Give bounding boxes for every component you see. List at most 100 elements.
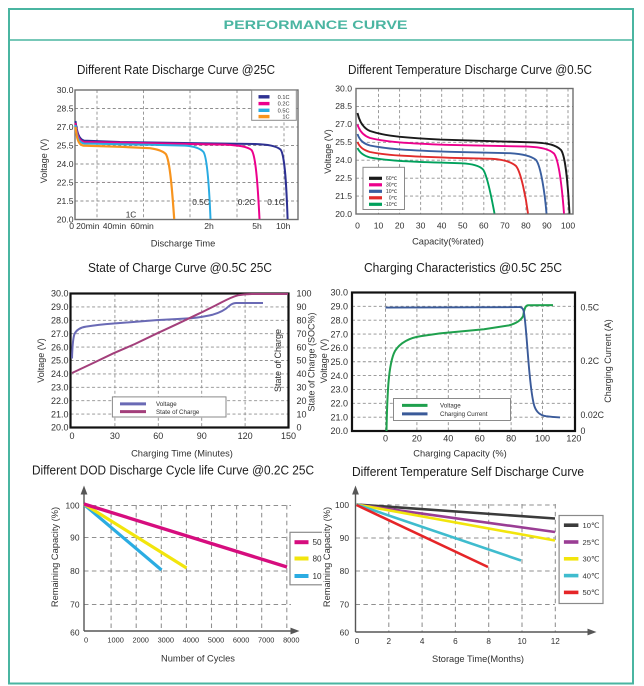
svg-text:28.0: 28.0	[51, 316, 69, 326]
svg-text:23.0: 23.0	[51, 383, 69, 393]
svg-text:0: 0	[69, 431, 74, 441]
svg-text:50: 50	[458, 221, 468, 231]
svg-text:Different Temperature Self Dis: Different Temperature Self Discharge Cur…	[352, 464, 584, 479]
svg-text:25.5: 25.5	[335, 137, 352, 147]
svg-text:State of Charge: State of Charge	[156, 409, 200, 416]
svg-text:25.0: 25.0	[51, 356, 69, 366]
svg-text:20: 20	[297, 396, 307, 406]
svg-text:80: 80	[313, 555, 323, 564]
svg-text:20.0: 20.0	[330, 426, 348, 436]
svg-text:Remaining Capacity (%): Remaining Capacity (%)	[322, 507, 332, 607]
svg-text:100: 100	[313, 572, 327, 581]
svg-text:2: 2	[387, 637, 392, 646]
svg-text:10: 10	[374, 221, 384, 231]
svg-text:5000: 5000	[208, 636, 224, 645]
svg-text:27.0: 27.0	[330, 329, 348, 339]
svg-text:30: 30	[416, 221, 426, 231]
svg-text:Charging Current (A): Charging Current (A)	[603, 319, 613, 403]
svg-text:70: 70	[340, 600, 350, 610]
svg-text:4: 4	[420, 637, 425, 646]
svg-text:12: 12	[551, 637, 561, 646]
svg-text:60min: 60min	[130, 221, 154, 231]
svg-text:Voltage (V): Voltage (V)	[39, 139, 49, 184]
svg-text:28.5: 28.5	[57, 103, 74, 113]
svg-text:0: 0	[581, 426, 586, 436]
svg-text:24.0: 24.0	[57, 159, 74, 169]
svg-text:60: 60	[340, 628, 350, 638]
svg-text:20min: 20min	[76, 221, 100, 231]
svg-text:30: 30	[297, 383, 307, 393]
svg-text:20: 20	[395, 221, 405, 231]
svg-text:22.0: 22.0	[51, 396, 69, 406]
svg-text:5h: 5h	[252, 221, 262, 231]
svg-text:26.0: 26.0	[51, 342, 69, 352]
svg-text:Charging Time (Minutes): Charging Time (Minutes)	[131, 449, 233, 459]
svg-text:100: 100	[335, 500, 349, 510]
svg-text:0: 0	[383, 434, 388, 444]
svg-text:25℃: 25℃	[583, 538, 600, 547]
svg-text:State of Charge: State of Charge	[273, 329, 283, 392]
svg-text:0: 0	[84, 636, 88, 645]
svg-text:Different Rate Discharge Curve: Different Rate Discharge Curve @25C	[77, 62, 275, 77]
svg-text:120: 120	[238, 431, 253, 441]
svg-text:20.0: 20.0	[57, 214, 74, 224]
svg-text:24.0: 24.0	[335, 155, 352, 165]
svg-text:50: 50	[313, 538, 323, 547]
svg-text:60: 60	[153, 431, 163, 441]
svg-text:21.0: 21.0	[330, 412, 348, 422]
svg-text:29.0: 29.0	[330, 302, 348, 312]
svg-text:Different DOD Discharge Cycle: Different DOD Discharge Cycle life Curve…	[32, 463, 314, 478]
svg-text:40: 40	[437, 221, 447, 231]
svg-text:70: 70	[500, 221, 510, 231]
svg-text:0.2C: 0.2C	[238, 197, 256, 207]
svg-text:Voltage (V): Voltage (V)	[36, 338, 46, 383]
svg-text:Voltage: Voltage	[156, 401, 177, 408]
svg-text:50: 50	[297, 356, 307, 366]
svg-text:30.0: 30.0	[57, 85, 74, 95]
svg-text:22.5: 22.5	[335, 173, 352, 183]
svg-text:60: 60	[475, 434, 485, 444]
svg-text:27.0: 27.0	[335, 119, 352, 129]
svg-text:30℃: 30℃	[583, 555, 600, 564]
svg-text:Different Temperature Discharg: Different Temperature Discharge Curve @0…	[348, 62, 592, 77]
svg-text:60℃: 60℃	[386, 176, 398, 182]
svg-text:40℃: 40℃	[583, 571, 600, 580]
svg-text:90: 90	[340, 533, 350, 543]
svg-text:6000: 6000	[233, 636, 249, 645]
svg-text:0.5C: 0.5C	[278, 108, 290, 114]
svg-text:40: 40	[443, 434, 453, 444]
svg-text:PERFORMANCE CURVE: PERFORMANCE CURVE	[224, 18, 408, 32]
svg-text:30.0: 30.0	[330, 288, 348, 298]
svg-text:80: 80	[340, 566, 350, 576]
svg-text:Number of Cycles: Number of Cycles	[161, 654, 235, 664]
svg-text:10℃: 10℃	[386, 189, 398, 195]
svg-text:60: 60	[70, 627, 80, 637]
svg-text:2000: 2000	[132, 636, 148, 645]
svg-text:150: 150	[281, 431, 296, 441]
svg-text:90: 90	[70, 533, 80, 543]
svg-text:100: 100	[535, 434, 550, 444]
svg-text:28.0: 28.0	[330, 315, 348, 325]
svg-text:0: 0	[355, 221, 360, 231]
svg-text:0: 0	[297, 423, 302, 433]
svg-text:22.5: 22.5	[57, 177, 74, 187]
svg-text:10: 10	[517, 637, 527, 646]
svg-text:100: 100	[561, 221, 576, 231]
svg-text:1C: 1C	[282, 115, 289, 121]
svg-text:40: 40	[297, 369, 307, 379]
svg-text:80: 80	[521, 221, 531, 231]
svg-text:0.5C: 0.5C	[581, 303, 600, 313]
svg-text:100: 100	[66, 501, 80, 511]
svg-text:10h: 10h	[276, 221, 291, 231]
svg-text:10℃: 10℃	[583, 521, 600, 530]
svg-text:0.1C: 0.1C	[267, 197, 285, 207]
svg-text:20.0: 20.0	[335, 209, 352, 219]
svg-text:30℃: 30℃	[386, 183, 398, 189]
svg-text:3000: 3000	[158, 636, 174, 645]
svg-text:0℃: 0℃	[389, 196, 398, 202]
svg-text:21.5: 21.5	[57, 196, 74, 206]
svg-text:21.5: 21.5	[335, 191, 352, 201]
svg-text:1C: 1C	[126, 210, 137, 220]
svg-text:0.02C: 0.02C	[581, 410, 605, 420]
svg-text:80: 80	[70, 566, 80, 576]
